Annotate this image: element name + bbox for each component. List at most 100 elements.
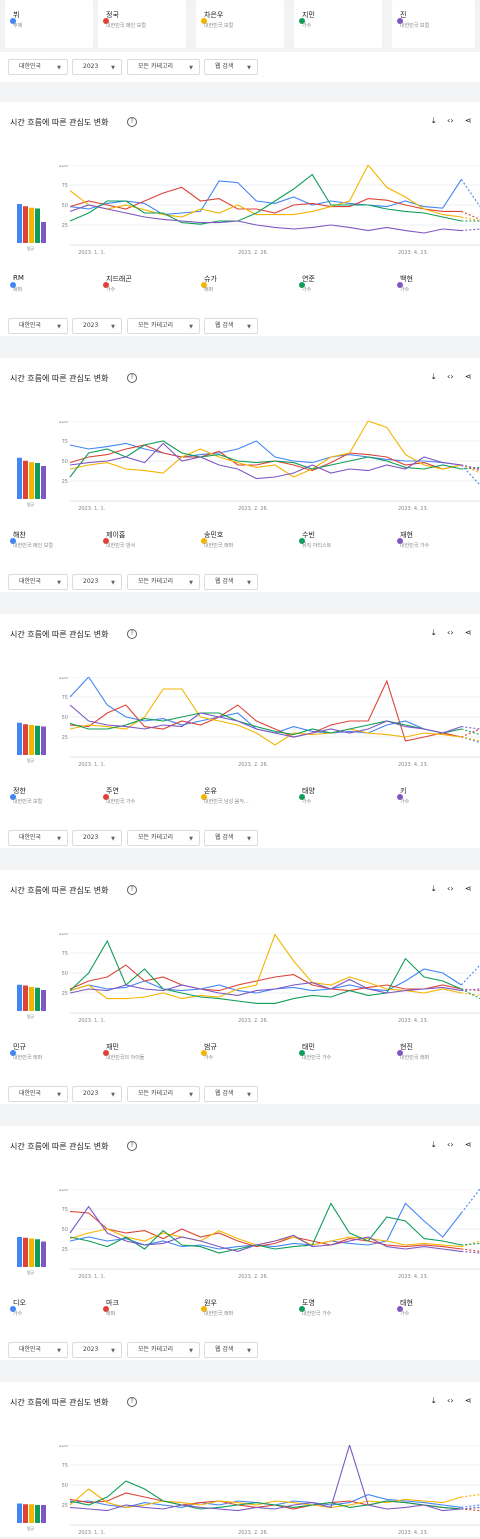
category-filter[interactable]: 모든 카테고리 ▼: [127, 1086, 200, 1102]
term-color-dot: [103, 1306, 109, 1312]
caret-down-icon: ▼: [247, 1092, 251, 1098]
term-color-dot: [397, 538, 403, 544]
term-card-0[interactable]: 디오 가수: [5, 1288, 93, 1336]
embed-code-icon[interactable]: ‹›: [447, 628, 454, 637]
share-icon[interactable]: ⋖: [465, 1140, 472, 1149]
average-bar: [29, 987, 34, 1011]
download-icon[interactable]: ⤓: [432, 884, 436, 893]
search-type-filter[interactable]: 웹 검색 ▼: [204, 1342, 258, 1358]
term-card-3[interactable]: 태민 대한민국 가수: [294, 1032, 382, 1080]
term-card-2[interactable]: 범규 가수: [196, 1032, 284, 1080]
share-icon[interactable]: ⋖: [465, 372, 472, 381]
year-filter[interactable]: 2023 ▼: [72, 318, 122, 334]
region-filter[interactable]: 대한민국 ▼: [8, 1342, 68, 1358]
year-filter[interactable]: 2023 ▼: [72, 59, 122, 75]
term-color-dot: [103, 794, 109, 800]
search-type-filter[interactable]: 웹 검색 ▼: [204, 59, 258, 75]
category-filter[interactable]: 모든 카테고리 ▼: [127, 59, 200, 75]
term-card-0[interactable]: 뷔 주제: [5, 0, 93, 48]
term-name: 백현: [400, 275, 413, 283]
y-tick-label: 25: [62, 1503, 68, 1509]
year-filter[interactable]: 2023 ▼: [72, 1086, 122, 1102]
term-name: 송민호: [204, 531, 224, 539]
region-filter[interactable]: 대한민국 ▼: [8, 59, 68, 75]
term-name: 태민: [302, 1043, 315, 1051]
embed-code-icon[interactable]: ‹›: [447, 116, 454, 125]
share-icon[interactable]: ⋖: [465, 1396, 472, 1405]
search-type-filter[interactable]: 웹 검색 ▼: [204, 574, 258, 590]
term-card-3[interactable]: 연준 가수: [294, 264, 382, 312]
term-card-4[interactable]: 진 대한민국 보컬: [392, 0, 475, 48]
download-icon[interactable]: ⤓: [432, 1140, 436, 1149]
embed-code-icon[interactable]: ‹›: [447, 372, 454, 381]
help-icon[interactable]: ?: [127, 1141, 137, 1151]
year-filter[interactable]: 2023 ▼: [72, 1342, 122, 1358]
term-card-3[interactable]: 태양 가수: [294, 776, 382, 824]
category-filter[interactable]: 모든 카테고리 ▼: [127, 574, 200, 590]
year-filter[interactable]: 2023 ▼: [72, 830, 122, 846]
term-card-0[interactable]: 정한 대한민국 보컬: [5, 776, 93, 824]
help-icon[interactable]: ?: [127, 885, 137, 895]
term-card-1[interactable]: 마크 래퍼: [98, 1288, 186, 1336]
term-card-3[interactable]: 지민 가수: [294, 0, 382, 48]
share-icon[interactable]: ⋖: [465, 628, 472, 637]
term-card-0[interactable]: RM 래퍼: [5, 264, 93, 312]
filter-label: 모든 카테고리: [138, 322, 174, 329]
term-name: 범규: [204, 1043, 217, 1051]
term-card-4[interactable]: 재현 대한민국 가수: [392, 520, 475, 568]
term-category: 대한민국 가수: [400, 543, 430, 549]
y-tick-label: 50: [62, 1227, 68, 1233]
download-icon[interactable]: ⤓: [432, 116, 436, 125]
average-bar: [29, 207, 34, 243]
term-card-2[interactable]: 슈가 래퍼: [196, 264, 284, 312]
term-card-2[interactable]: 송민호 대한민국 래퍼: [196, 520, 284, 568]
term-card-4[interactable]: 현진 대한민국 래퍼: [392, 1032, 475, 1080]
embed-code-icon[interactable]: ‹›: [447, 1396, 454, 1405]
term-card-1[interactable]: 재민 대한민국의 아이돌: [98, 1032, 186, 1080]
embed-code-icon[interactable]: ‹›: [447, 1140, 454, 1149]
download-icon[interactable]: ⤓: [432, 628, 436, 637]
term-card-4[interactable]: 백현 가수: [392, 264, 475, 312]
help-icon[interactable]: ?: [127, 629, 137, 639]
term-card-3[interactable]: 도영 대한민국 가수: [294, 1288, 382, 1336]
share-icon[interactable]: ⋖: [465, 884, 472, 893]
help-icon[interactable]: ?: [127, 373, 137, 383]
filter-label: 2023: [83, 1090, 99, 1097]
category-filter[interactable]: 모든 카테고리 ▼: [127, 1342, 200, 1358]
year-filter[interactable]: 2023 ▼: [72, 574, 122, 590]
share-icon[interactable]: ⋖: [465, 116, 472, 125]
term-card-0[interactable]: 민규 대한민국 래퍼: [5, 1032, 93, 1080]
search-type-filter[interactable]: 웹 검색 ▼: [204, 1086, 258, 1102]
term-card-4[interactable]: 키 가수: [392, 776, 475, 824]
term-card-3[interactable]: 수빈 뮤직 아티스트: [294, 520, 382, 568]
term-card-2[interactable]: 온유 대한민국 남성 음악...: [196, 776, 284, 824]
average-bar: [41, 990, 46, 1011]
series-line-partial: [461, 992, 480, 996]
region-filter[interactable]: 대한민국 ▼: [8, 1086, 68, 1102]
term-card-1[interactable]: 제이홉 대한민국 댄서: [98, 520, 186, 568]
help-icon[interactable]: ?: [127, 117, 137, 127]
term-card-2[interactable]: 원우 대한민국 래퍼: [196, 1288, 284, 1336]
search-type-filter[interactable]: 웹 검색 ▼: [204, 830, 258, 846]
term-card-2[interactable]: 차은우 대한민국 보컬: [196, 0, 284, 48]
embed-code-icon[interactable]: ‹›: [447, 884, 454, 893]
average-bar: [41, 726, 46, 755]
term-card-1[interactable]: 주연 대한민국 가수: [98, 776, 186, 824]
term-category: 대한민국 댄서: [106, 543, 136, 549]
region-filter[interactable]: 대한민국 ▼: [8, 830, 68, 846]
series-line-partial: [460, 464, 480, 486]
term-card-1[interactable]: 정국 대한민국 메인 보컬: [98, 0, 186, 48]
help-icon[interactable]: ?: [127, 1397, 137, 1407]
category-filter[interactable]: 모든 카테고리 ▼: [127, 318, 200, 334]
term-card-0[interactable]: 해찬 대한민국 메인 보컬: [5, 520, 93, 568]
search-type-filter[interactable]: 웹 검색 ▼: [204, 318, 258, 334]
caret-down-icon: ▼: [57, 1348, 61, 1354]
category-filter[interactable]: 모든 카테고리 ▼: [127, 830, 200, 846]
download-icon[interactable]: ⤓: [432, 1396, 436, 1405]
download-icon[interactable]: ⤓: [432, 372, 436, 381]
region-filter[interactable]: 대한민국 ▼: [8, 318, 68, 334]
term-card-4[interactable]: 태현 가수: [392, 1288, 475, 1336]
term-card-1[interactable]: 지드래곤 가수: [98, 264, 186, 312]
y-tick-label: 50: [62, 203, 68, 209]
region-filter[interactable]: 대한민국 ▼: [8, 574, 68, 590]
